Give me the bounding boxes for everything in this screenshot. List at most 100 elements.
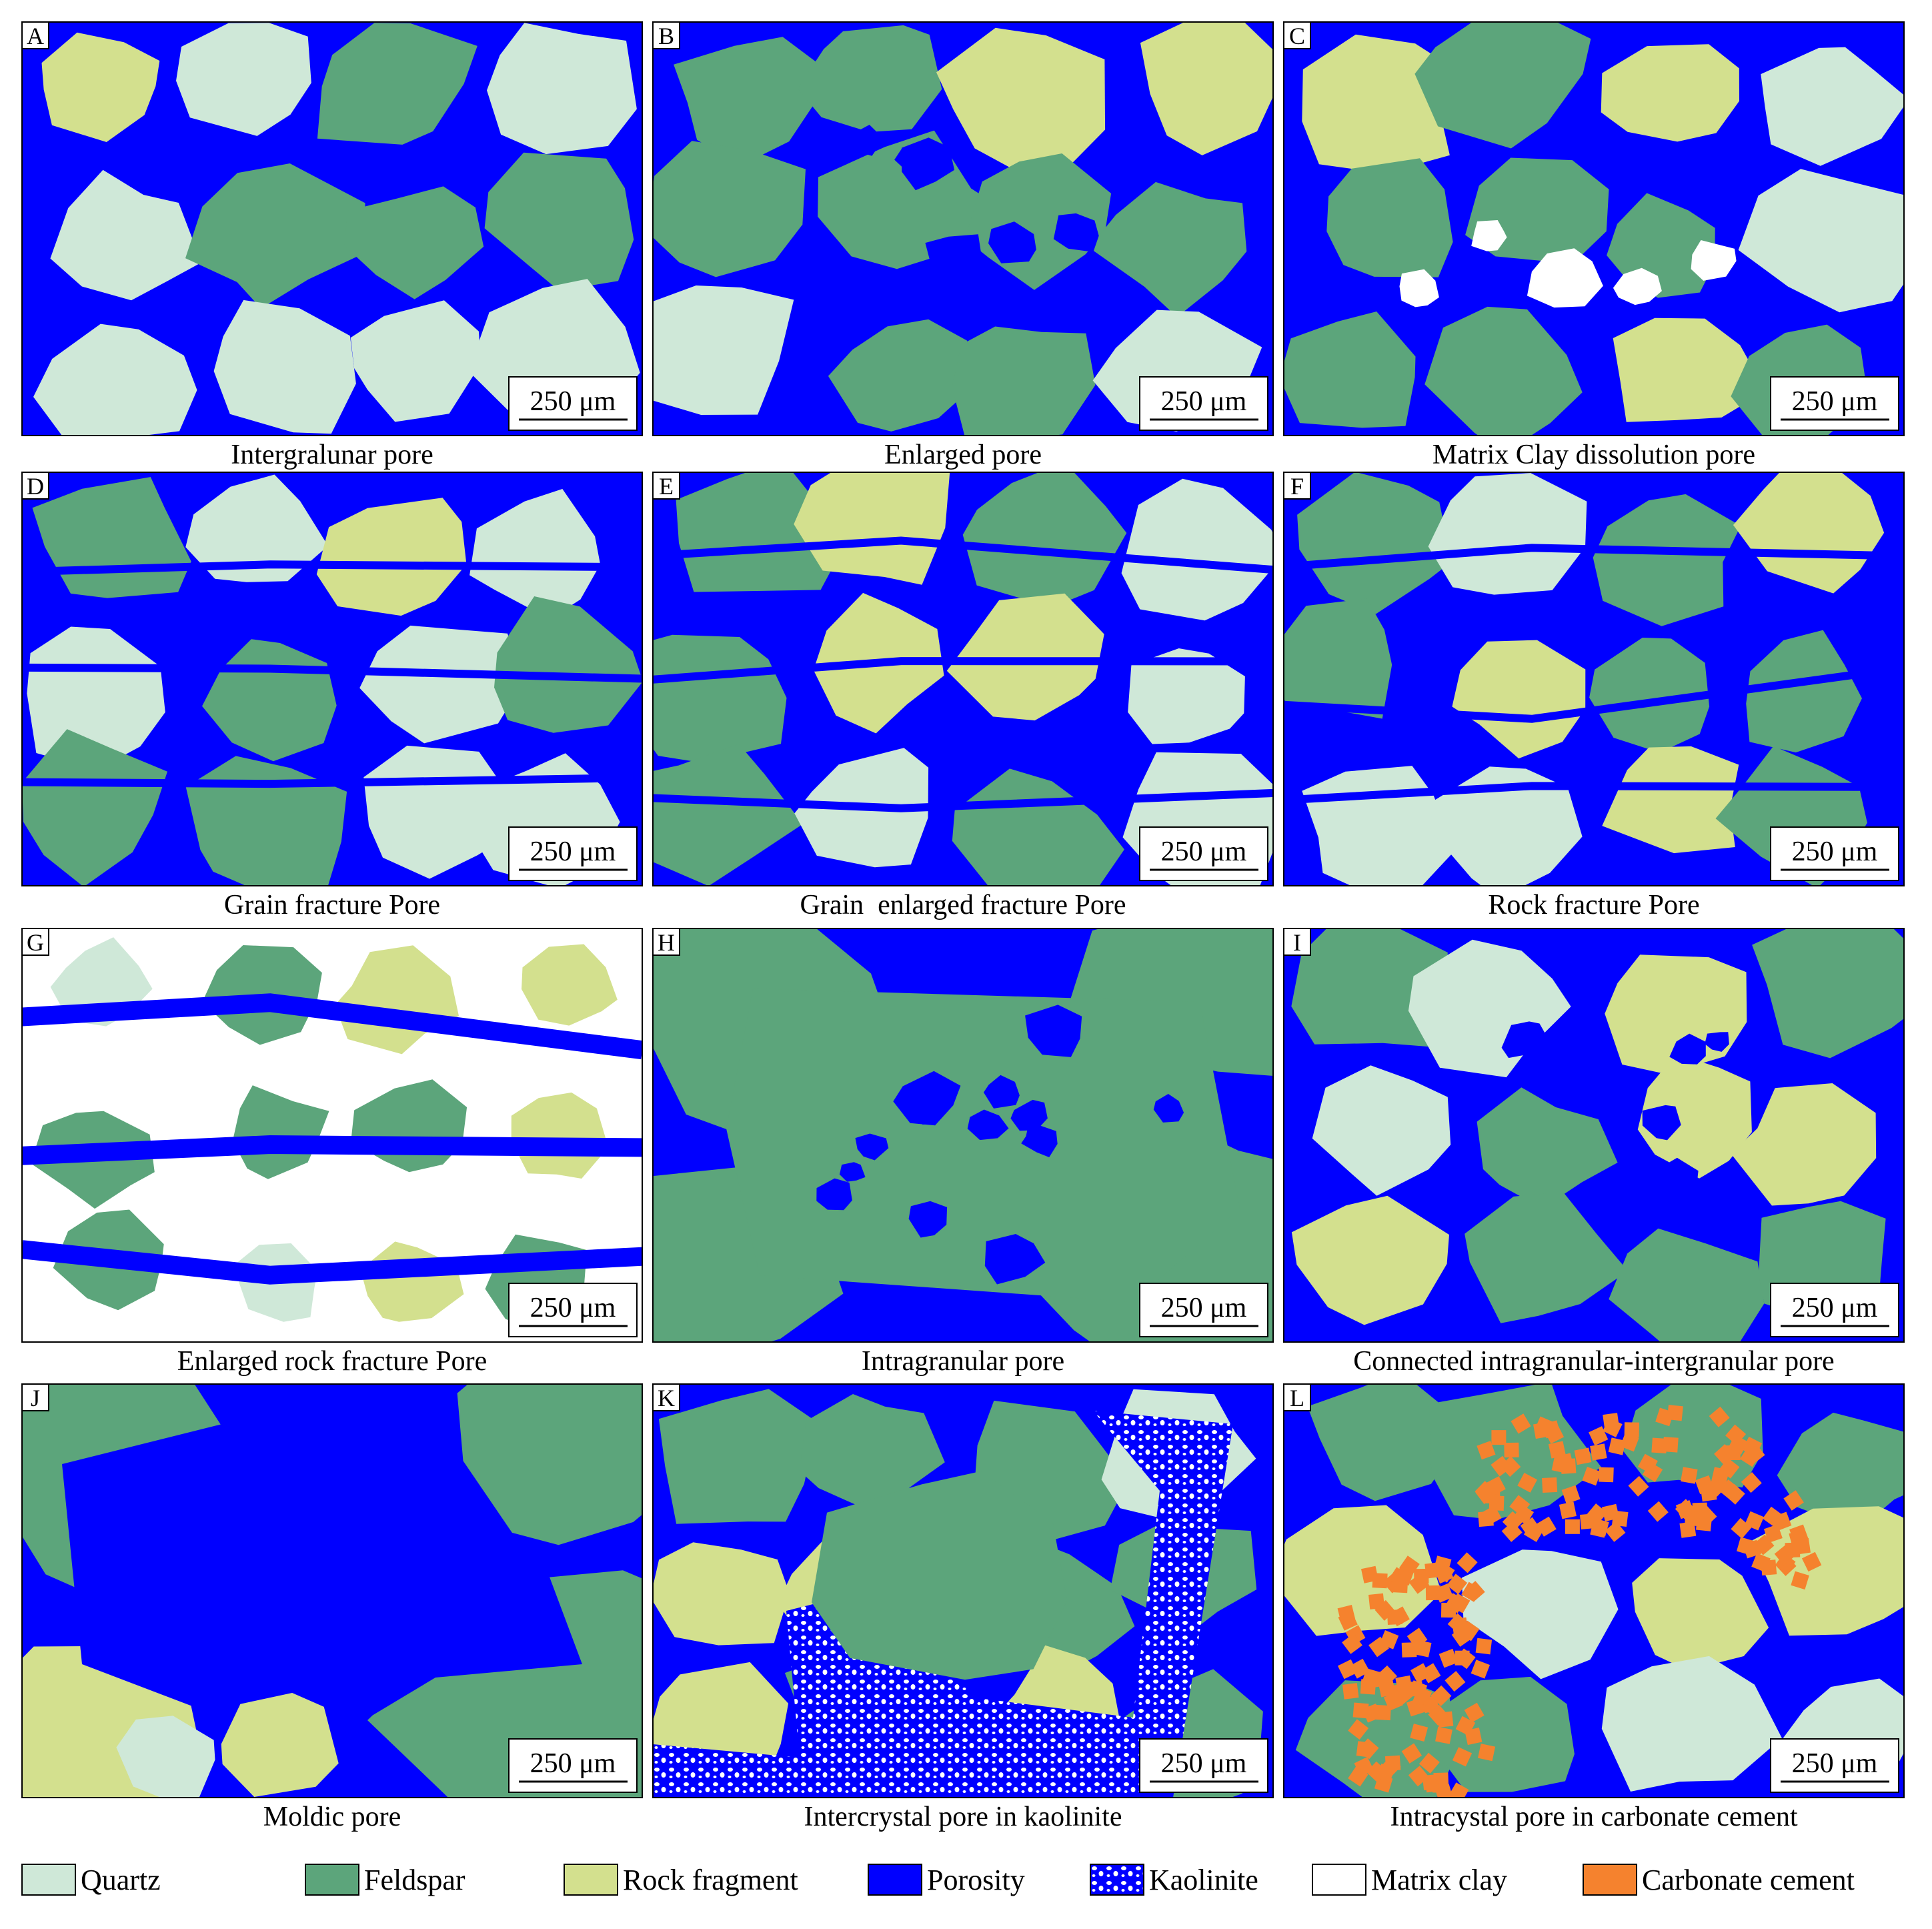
panel: A 250 μm Intergralunar pore [21, 21, 643, 470]
grain [1632, 1558, 1769, 1671]
matrix-clay [1691, 240, 1737, 281]
panel-caption: Intercrystal pore in kaolinite [804, 1802, 1122, 1832]
legend-label: Matrix clay [1371, 1864, 1507, 1896]
carbonate-crystal [1434, 1564, 1454, 1584]
grain [1593, 494, 1741, 626]
panel: H 250 μm Intragranular pore [652, 928, 1274, 1377]
panel: I 250 μm Connected intragranular-intergran… [1283, 928, 1905, 1377]
panel-body [22, 472, 642, 886]
legend-label: Rock fragment [623, 1864, 798, 1896]
grain [511, 1092, 609, 1179]
pore [902, 137, 955, 191]
carbonate-crystal [1544, 1423, 1565, 1444]
grain [812, 1471, 1068, 1680]
carbonate-crystal [1379, 1630, 1399, 1650]
legend-label: Carbonate cement [1642, 1864, 1855, 1896]
scale-label: 250 μm [1161, 836, 1247, 867]
grain [176, 23, 311, 136]
grain [798, 25, 942, 132]
scale-label: 250 μm [530, 386, 616, 417]
scale-box [1139, 1283, 1268, 1337]
matrix-clay [1613, 267, 1662, 305]
carbonate-crystal [1401, 1743, 1422, 1764]
panel-letter-box [652, 21, 680, 49]
carbonate-crystal [1478, 1744, 1496, 1762]
legend-swatch [564, 1864, 618, 1896]
carbonate-crystal [1745, 1511, 1764, 1531]
carbonate-crystal [1435, 1726, 1453, 1744]
carbonate-crystal [1548, 1441, 1566, 1459]
carbonate-crystal [1783, 1490, 1804, 1511]
panel-caption: Intragranular pore [862, 1346, 1064, 1377]
carbonate-crystal [1794, 1537, 1811, 1555]
pore [925, 234, 982, 280]
carbonate-crystal [1655, 1407, 1674, 1427]
carbonate-crystal [1422, 1774, 1438, 1791]
panel-frame [1283, 928, 1905, 1343]
panel-frame [652, 21, 1274, 436]
panel-caption: Enlarged pore [884, 440, 1042, 470]
grain [1452, 640, 1586, 759]
panel-letter: D [27, 473, 44, 500]
legend-item: Rock fragment [564, 1864, 798, 1896]
carbonate-crystal [1741, 1472, 1762, 1493]
grain [344, 186, 484, 299]
grain [522, 944, 618, 1026]
grain [1424, 306, 1583, 436]
panel-letter: K [658, 1385, 675, 1411]
carbonate-crystal [1358, 1738, 1379, 1760]
grain [952, 768, 1124, 886]
pore [1651, 1157, 1699, 1200]
grain [653, 634, 787, 763]
fracture [22, 1240, 642, 1285]
panel: F 250 μm Rock fracture Pore [1283, 472, 1905, 920]
fracture [1284, 544, 1904, 571]
carbonate-crystal [1420, 1663, 1441, 1684]
grain [936, 27, 1106, 180]
scale-box [508, 1283, 638, 1337]
carbonate-crystal [1511, 1413, 1531, 1434]
carbonate-crystal [1590, 1443, 1607, 1461]
panel-body [653, 472, 1273, 886]
legend-swatch [1090, 1864, 1144, 1896]
carbonate-crystal [1360, 1679, 1376, 1695]
grain [1601, 1656, 1782, 1792]
grain [1291, 1195, 1449, 1325]
grain [1291, 928, 1448, 1047]
scale-label: 250 μm [1161, 1293, 1247, 1323]
carbonate-crystal [1401, 1642, 1417, 1658]
grain [1613, 317, 1766, 422]
scale-box [1770, 1283, 1899, 1337]
pore [1705, 1032, 1729, 1052]
panel-frame [1283, 1383, 1905, 1798]
panel-letter: C [1289, 23, 1305, 49]
pore [1501, 1021, 1549, 1059]
panel-letter-box [21, 1383, 49, 1411]
carbonate-crystal [1605, 1521, 1626, 1542]
scale-label: 250 μm [1161, 386, 1247, 417]
fracture [22, 663, 642, 683]
grain [41, 32, 160, 142]
intragranular-pore [983, 1075, 1020, 1109]
carbonate-crystal [1709, 1406, 1730, 1427]
carbonate-crystal [1624, 1422, 1639, 1437]
matrix-clay [1527, 248, 1603, 308]
grain [1284, 598, 1392, 719]
carbonate-crystal [1714, 1444, 1735, 1465]
intragranular-pore [984, 1234, 1046, 1285]
carbonate-crystal [1410, 1724, 1428, 1742]
carbonate-crystal [1337, 1659, 1358, 1680]
grain [213, 299, 356, 434]
carbonate-crystal [1372, 1573, 1388, 1589]
panel: D 250 μm Grain fracture Pore [21, 472, 643, 920]
pore [988, 221, 1036, 263]
carbonate-crystal [1589, 1426, 1609, 1446]
grain [185, 163, 365, 309]
carbonate-crystal [1608, 1437, 1627, 1455]
carbonate-crystal [1647, 1501, 1669, 1522]
legend-label: Quartz [81, 1864, 161, 1896]
grain [1637, 1054, 1752, 1179]
panel-caption: Connected intragranular-intergranular po… [1353, 1346, 1834, 1377]
carbonate-crystal [1695, 1475, 1714, 1495]
